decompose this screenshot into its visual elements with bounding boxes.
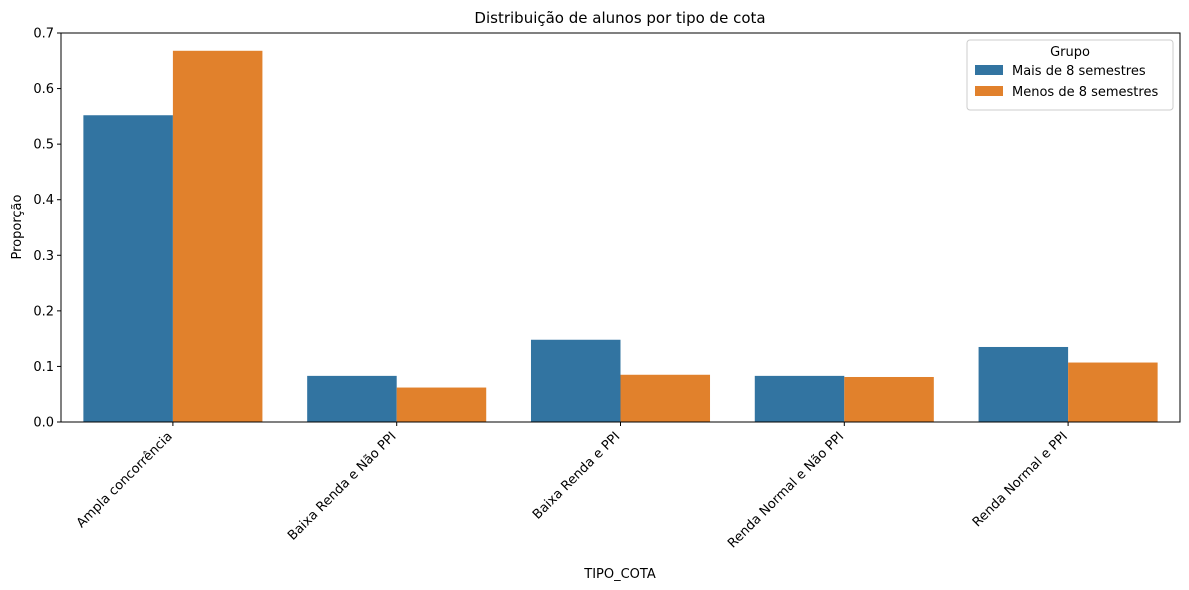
legend[interactable]: Grupo Mais de 8 semestres Menos de 8 semes… [966,39,1174,111]
y-tick-label: 0.3 [33,249,54,264]
y-tick-label: 0.2 [33,304,54,319]
bar-series-2-5 [1068,362,1158,422]
legend-label: Mais de 8 semestres [1012,64,1146,79]
bar-series-1-4 [754,375,845,422]
bar-series-1-3 [530,339,621,422]
y-tick-label: 0.6 [33,82,54,97]
y-tick-label: 0.5 [33,138,54,153]
bar-series-2-2 [396,387,487,422]
y-tick-label: 0.0 [33,416,54,431]
y-tick-label: 0.7 [33,27,54,42]
x-tick-label: Baixa Renda e PPI [530,429,623,522]
y-tick-label: 0.1 [33,360,54,375]
x-tick-label: Renda Normal e Não PPI [725,429,847,551]
bar-series-1-5 [978,346,1069,422]
y-tick-label: 0.4 [33,193,54,208]
x-axis-label: TIPO_COTA [583,567,656,582]
chart-title: Distribuição de alunos por tipo de cota [474,9,765,27]
bar-series-2-1 [172,50,263,422]
bars-group [83,50,1158,422]
legend-label: Menos de 8 semestres [1012,85,1158,100]
x-tick-label: Renda Normal e PPI [970,429,1071,530]
bar-series-1-2 [307,375,397,422]
x-tick-label: Baixa Renda e Não PPI [285,429,399,543]
legend-title: Grupo [1050,45,1090,60]
bar-series-1-1 [83,115,173,422]
bar-series-2-4 [844,376,934,422]
legend-swatch [975,86,1003,96]
y-axis: 0.0 0.1 0.2 0.3 0.4 0.5 0.6 0.7 [33,27,61,431]
bar-series-2-3 [620,374,711,422]
plot-frame [60,32,1181,423]
x-axis: Ampla concorrência Baixa Renda e Não PPI B… [74,422,1071,551]
legend-swatch [975,65,1003,75]
y-axis-label: Proporção [10,194,25,259]
x-tick-label: Ampla concorrência [74,429,176,531]
legend-box [966,39,1174,111]
